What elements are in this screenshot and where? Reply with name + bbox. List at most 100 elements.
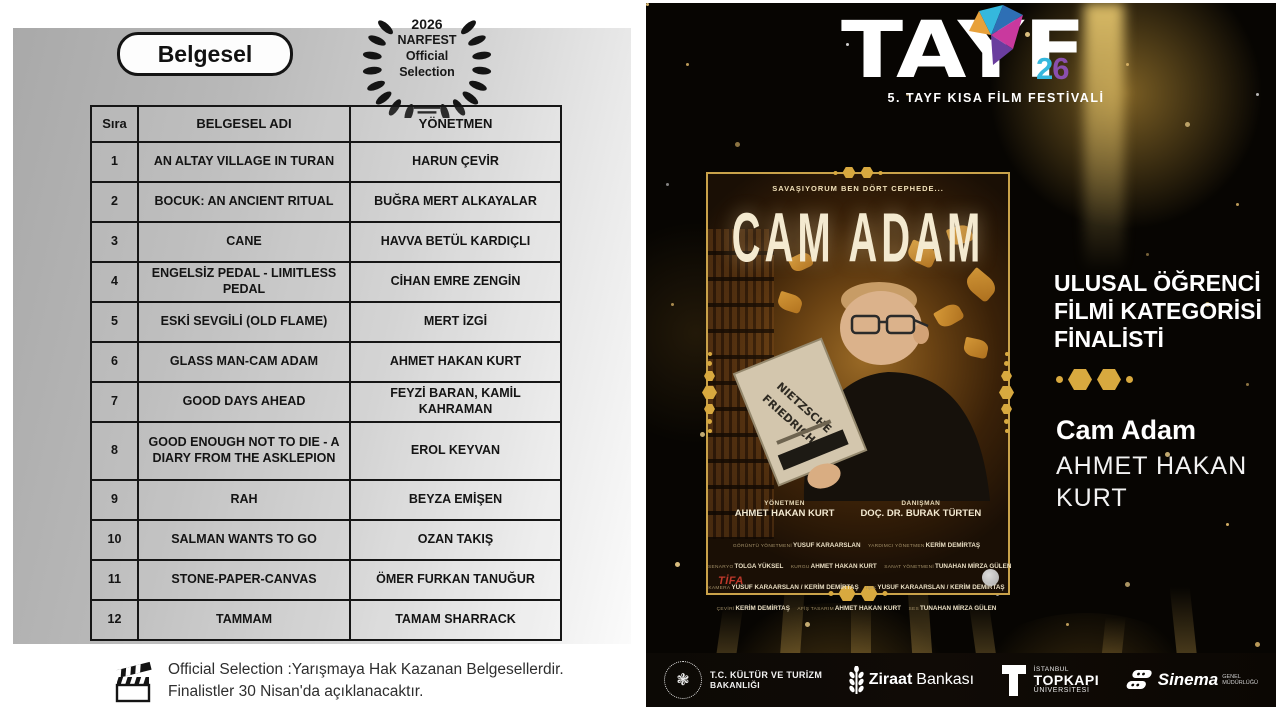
cell-no: 8 xyxy=(92,421,137,479)
header-yonetmen: YÖNETMEN xyxy=(349,107,560,141)
table-row: 1 AN ALTAY VILLAGE IN TURAN HARUN ÇEVİR xyxy=(92,141,560,181)
table-row: 8 GOOD ENOUGH NOT TO DIE - A DIARY FROM … xyxy=(92,421,560,479)
year-digit: 2 xyxy=(1036,51,1053,86)
advisor-name: DOÇ. DR. BURAK TÜRTEN xyxy=(860,508,982,519)
table-row: 2 BOCUK: AN ANCIENT RITUAL BUĞRA MERT AL… xyxy=(92,181,560,221)
cell-no: 1 xyxy=(92,141,137,181)
tayf-logo-facets xyxy=(969,5,1023,65)
director-name: AHMET HAKAN KURT xyxy=(734,508,835,519)
cell-director: TAMAM SHARRACK xyxy=(349,599,560,639)
film-card: FRIEDRICH NIETZSCHE xyxy=(702,167,1014,612)
documentary-list-panel: Belgesel xyxy=(13,16,631,644)
cell-director: HARUN ÇEVİR xyxy=(349,141,560,181)
boy-reading-illustration: FRIEDRICH NIETZSCHE xyxy=(732,282,990,501)
laurel-line3: Selection xyxy=(399,65,455,79)
cell-no: 4 xyxy=(92,261,137,301)
year-digit: 6 xyxy=(1052,51,1069,86)
festival-badge-icon xyxy=(982,569,999,586)
topkapi-line2: TOPKAPI xyxy=(1033,672,1100,688)
advisor-label: DANIŞMAN xyxy=(901,500,941,507)
cell-title: CANE xyxy=(137,221,349,261)
header-belgesel-adi: BELGESEL ADI xyxy=(137,107,349,141)
laurel-wreath-icon xyxy=(362,20,492,118)
credit-line: SENARYOTOLGA YÜKSEL KURGUAHMET HAKAN KUR… xyxy=(708,563,1012,570)
finalist-line3: FİNALİSTİ xyxy=(1054,326,1164,352)
tayf-year: 26 xyxy=(1036,51,1070,87)
footnote-line2: Finalistler 30 Nisan'da açıklanacaktır. xyxy=(168,683,424,700)
ministry-line2: BAKANLIĞI xyxy=(710,680,760,690)
cell-no: 10 xyxy=(92,519,137,559)
sponsor-strip: ❃ T.C. KÜLTÜR VE TURİZM BAKANLIĞI xyxy=(646,653,1276,707)
sponsor-ministry: ❃ T.C. KÜLTÜR VE TURİZM BAKANLIĞI xyxy=(664,661,822,699)
cell-director: MERT İZGİ xyxy=(349,301,560,341)
director-credit: YÖNETMEN AHMET HAKAN KURT xyxy=(735,500,835,519)
cell-director: EROL KEYVAN xyxy=(349,421,560,479)
film-director-line2: KURT xyxy=(1056,484,1128,512)
header-sira: Sıra xyxy=(102,115,127,131)
tayf-logo-text: TAYF xyxy=(841,6,1086,96)
table-row: 9 RAH BEYZA EMİŞEN xyxy=(92,479,560,519)
sinema-name: Sinema xyxy=(1157,670,1219,689)
cell-director: CİHAN EMRE ZENGİN xyxy=(349,261,560,301)
laurel-year: 2026 xyxy=(411,16,443,32)
cell-director: BUĞRA MERT ALKAYALAR xyxy=(349,181,560,221)
topkapi-line3: ÜNİVERSİTESİ xyxy=(1033,687,1090,694)
footnote: Official Selection :Yarışmaya Hak Kazana… xyxy=(112,659,564,703)
film-tagline: SAVAŞIYORUM BEN DÖRT CEPHEDE... xyxy=(772,184,944,193)
gold-bokeh xyxy=(646,3,649,6)
small-credits: GÖRÜNTÜ YÖNETMENİYUSUF KARAARSLAN YARDIM… xyxy=(708,534,1012,618)
tayf-logo: TAYF xyxy=(841,5,1086,96)
director-label: YÖNETMEN xyxy=(764,500,805,507)
table-row: 11 STONE-PAPER-CANVAS ÖMER FURKAN TANUĞU… xyxy=(92,559,560,599)
festival-name: 5. TAYF KISA FİLM FESTİVALİ xyxy=(887,91,1105,105)
hex-ornament-finalist xyxy=(1056,369,1133,390)
cell-no: 11 xyxy=(92,559,137,599)
cell-title: GOOD DAYS AHEAD xyxy=(137,381,349,421)
table-row: 6 GLASS MAN-CAM ADAM AHMET HAKAN KURT xyxy=(92,341,560,381)
hex-ornament-left xyxy=(702,352,717,433)
hex-ornament-right xyxy=(999,352,1014,433)
topkapi-line1: İSTANBUL xyxy=(1033,666,1069,673)
cell-director: AHMET HAKAN KURT xyxy=(349,341,560,381)
cell-no: 12 xyxy=(92,599,137,639)
table-row: 5 ESKİ SEVGİLİ (OLD FLAME) MERT İZGİ xyxy=(92,301,560,341)
documentary-table: Sıra BELGESEL ADI YÖNETMEN 1 AN ALTAY VI… xyxy=(90,105,562,641)
finalist-line1: ULUSAL ÖĞRENCİ xyxy=(1054,270,1261,296)
table-row: 10 SALMAN WANTS TO GO OZAN TAKIŞ xyxy=(92,519,560,559)
festival-poster: TAYF 26 5. TAYF KISA FİLM FESTİVALİ xyxy=(646,3,1276,707)
cell-director: OZAN TAKIŞ xyxy=(349,519,560,559)
ziraat-name: Ziraat xyxy=(868,671,913,688)
advisor-credit: DANIŞMAN DOÇ. DR. BURAK TÜRTEN xyxy=(860,500,981,519)
hex-ornament-top xyxy=(833,167,883,178)
tifa-logo: TİFA xyxy=(718,575,744,587)
hex-ornament-bottom xyxy=(828,586,888,601)
credit-line: ÇEVİRİKERİM DEMİRTAŞ AFİŞ TASARIMAHMET H… xyxy=(716,605,997,612)
cell-director: ÖMER FURKAN TANUĞUR xyxy=(349,559,560,599)
cell-title: SALMAN WANTS TO GO xyxy=(137,519,349,559)
light-beam xyxy=(1084,3,1124,273)
wheat-icon xyxy=(849,666,864,694)
sponsor-topkapi: İSTANBUL TOPKAPI ÜNİVERSİTESİ xyxy=(1001,664,1099,696)
film-strip-icon xyxy=(1126,670,1152,689)
category-pill: Belgesel xyxy=(117,32,293,76)
film-director-line1: AHMET HAKAN xyxy=(1056,452,1248,480)
category-label: Belgesel xyxy=(157,40,253,67)
film-card-art: FRIEDRICH NIETZSCHE xyxy=(708,174,1008,593)
finalist-block: ULUSAL ÖĞRENCİ FİLMİ KATEGORİSİ FİNALİST… xyxy=(1054,269,1276,353)
sinema-line2: MÜDÜRLÜĞÜ xyxy=(1222,680,1258,686)
cell-title: GOOD ENOUGH NOT TO DIE - A DIARY FROM TH… xyxy=(137,421,349,479)
cell-no: 7 xyxy=(92,381,137,421)
footnote-line1: Official Selection :Yarışmaya Hak Kazana… xyxy=(168,661,564,678)
cell-no: 3 xyxy=(92,221,137,261)
cell-director: BEYZA EMİŞEN xyxy=(349,479,560,519)
topkapi-logo-icon xyxy=(1001,665,1026,696)
cell-title: GLASS MAN-CAM ADAM xyxy=(137,341,349,381)
cell-title: ESKİ SEVGİLİ (OLD FLAME) xyxy=(137,301,349,341)
cell-title: RAH xyxy=(137,479,349,519)
table-row: 3 CANE HAVVA BETÜL KARDIÇLI xyxy=(92,221,560,261)
sponsor-ziraat: Ziraat Bankası xyxy=(849,666,974,694)
finalist-line2: FİLMİ KATEGORİSİ xyxy=(1054,298,1262,324)
credit-line: GÖRÜNTÜ YÖNETMENİYUSUF KARAARSLAN YARDIM… xyxy=(732,542,981,549)
sinema-line1: GENEL xyxy=(1222,674,1241,680)
credit-line: KAMERAYUSUF KARAARSLAN / KERİM DEMİRTAŞ … xyxy=(708,584,1005,591)
